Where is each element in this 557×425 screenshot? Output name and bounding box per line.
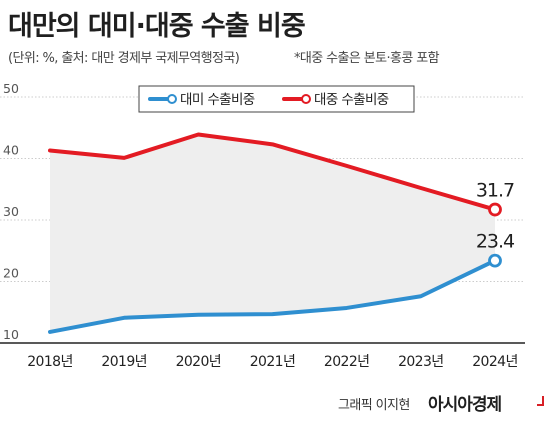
us-end-label: 23.4 bbox=[476, 231, 515, 253]
legend-marker-us bbox=[167, 94, 177, 104]
brand-mark-icon bbox=[537, 396, 544, 406]
legend: 대미 수출비중 대중 수출비중 bbox=[138, 85, 415, 113]
x-tick-label: 2023년 bbox=[398, 354, 444, 370]
legend-marker-china bbox=[301, 94, 311, 104]
legend-label-china: 대중 수출비중 bbox=[314, 92, 389, 108]
graphic-credit: 그래픽 이지현 bbox=[338, 398, 410, 413]
chart-subtitle: (단위: %, 출처: 대만 경제부 국제무역행정국) bbox=[8, 51, 240, 66]
y-axis-ticks: 10 20 30 40 50 bbox=[3, 81, 19, 342]
china-export-line bbox=[48, 132, 497, 212]
series-lines bbox=[48, 132, 497, 334]
legend-label-us: 대미 수출비중 bbox=[180, 92, 255, 108]
brand-logo: 아시아경제 bbox=[428, 395, 502, 415]
x-tick-label: 2022년 bbox=[324, 354, 370, 370]
area-between-series bbox=[50, 134, 495, 332]
x-axis-ticks: 2018년 2019년 2020년 2021년 2022년 2023년 2024년 bbox=[27, 354, 518, 370]
x-tick-label: 2021년 bbox=[250, 354, 296, 370]
x-tick-label: 2024년 bbox=[472, 354, 518, 370]
chart-title: 대만의 대미·대중 수출 비중 bbox=[8, 11, 306, 42]
x-tick-label: 2019년 bbox=[101, 354, 147, 370]
china-end-marker bbox=[488, 202, 502, 217]
legend-box bbox=[138, 85, 415, 113]
y-tick-label: 20 bbox=[3, 266, 19, 281]
us-end-marker bbox=[488, 253, 502, 268]
y-tick-label: 10 bbox=[3, 327, 19, 342]
x-tick-label: 2020년 bbox=[176, 354, 222, 370]
chart-note: *대중 수출은 본토·홍콩 포함 bbox=[294, 51, 440, 66]
area-fill bbox=[50, 134, 495, 332]
y-tick-label: 40 bbox=[3, 143, 19, 158]
y-tick-label: 50 bbox=[3, 81, 19, 96]
china-end-label: 31.7 bbox=[476, 180, 514, 202]
us-export-line bbox=[48, 258, 497, 334]
y-tick-label: 30 bbox=[3, 204, 19, 219]
end-markers: 23.4 31.7 bbox=[476, 180, 516, 268]
x-tick-label: 2018년 bbox=[27, 354, 73, 370]
